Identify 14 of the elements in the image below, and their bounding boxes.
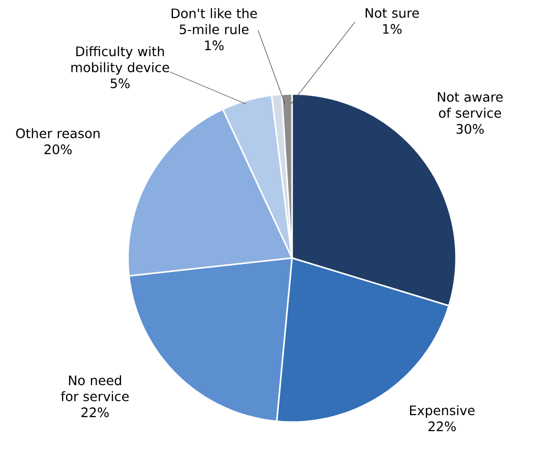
data-label: 5% [110, 78, 130, 88]
data-label: 20% [44, 144, 72, 154]
slice-label: Not sure [366, 8, 419, 18]
slice-label: Difficulty with mobility device [71, 46, 170, 75]
data-label: 1% [205, 40, 224, 50]
slice-label: Other reason [16, 128, 100, 138]
data-label: 1% [383, 24, 402, 34]
data-label: 22% [428, 421, 456, 432]
slice-label: Expensive [410, 405, 475, 418]
slice-label: No need for service [60, 375, 129, 402]
data-label: 22% [82, 407, 109, 418]
slice-label: Don't like the 5-mile rule [172, 8, 257, 34]
data-label: 30% [456, 124, 484, 134]
slice-label: Not aware of service [438, 92, 503, 118]
